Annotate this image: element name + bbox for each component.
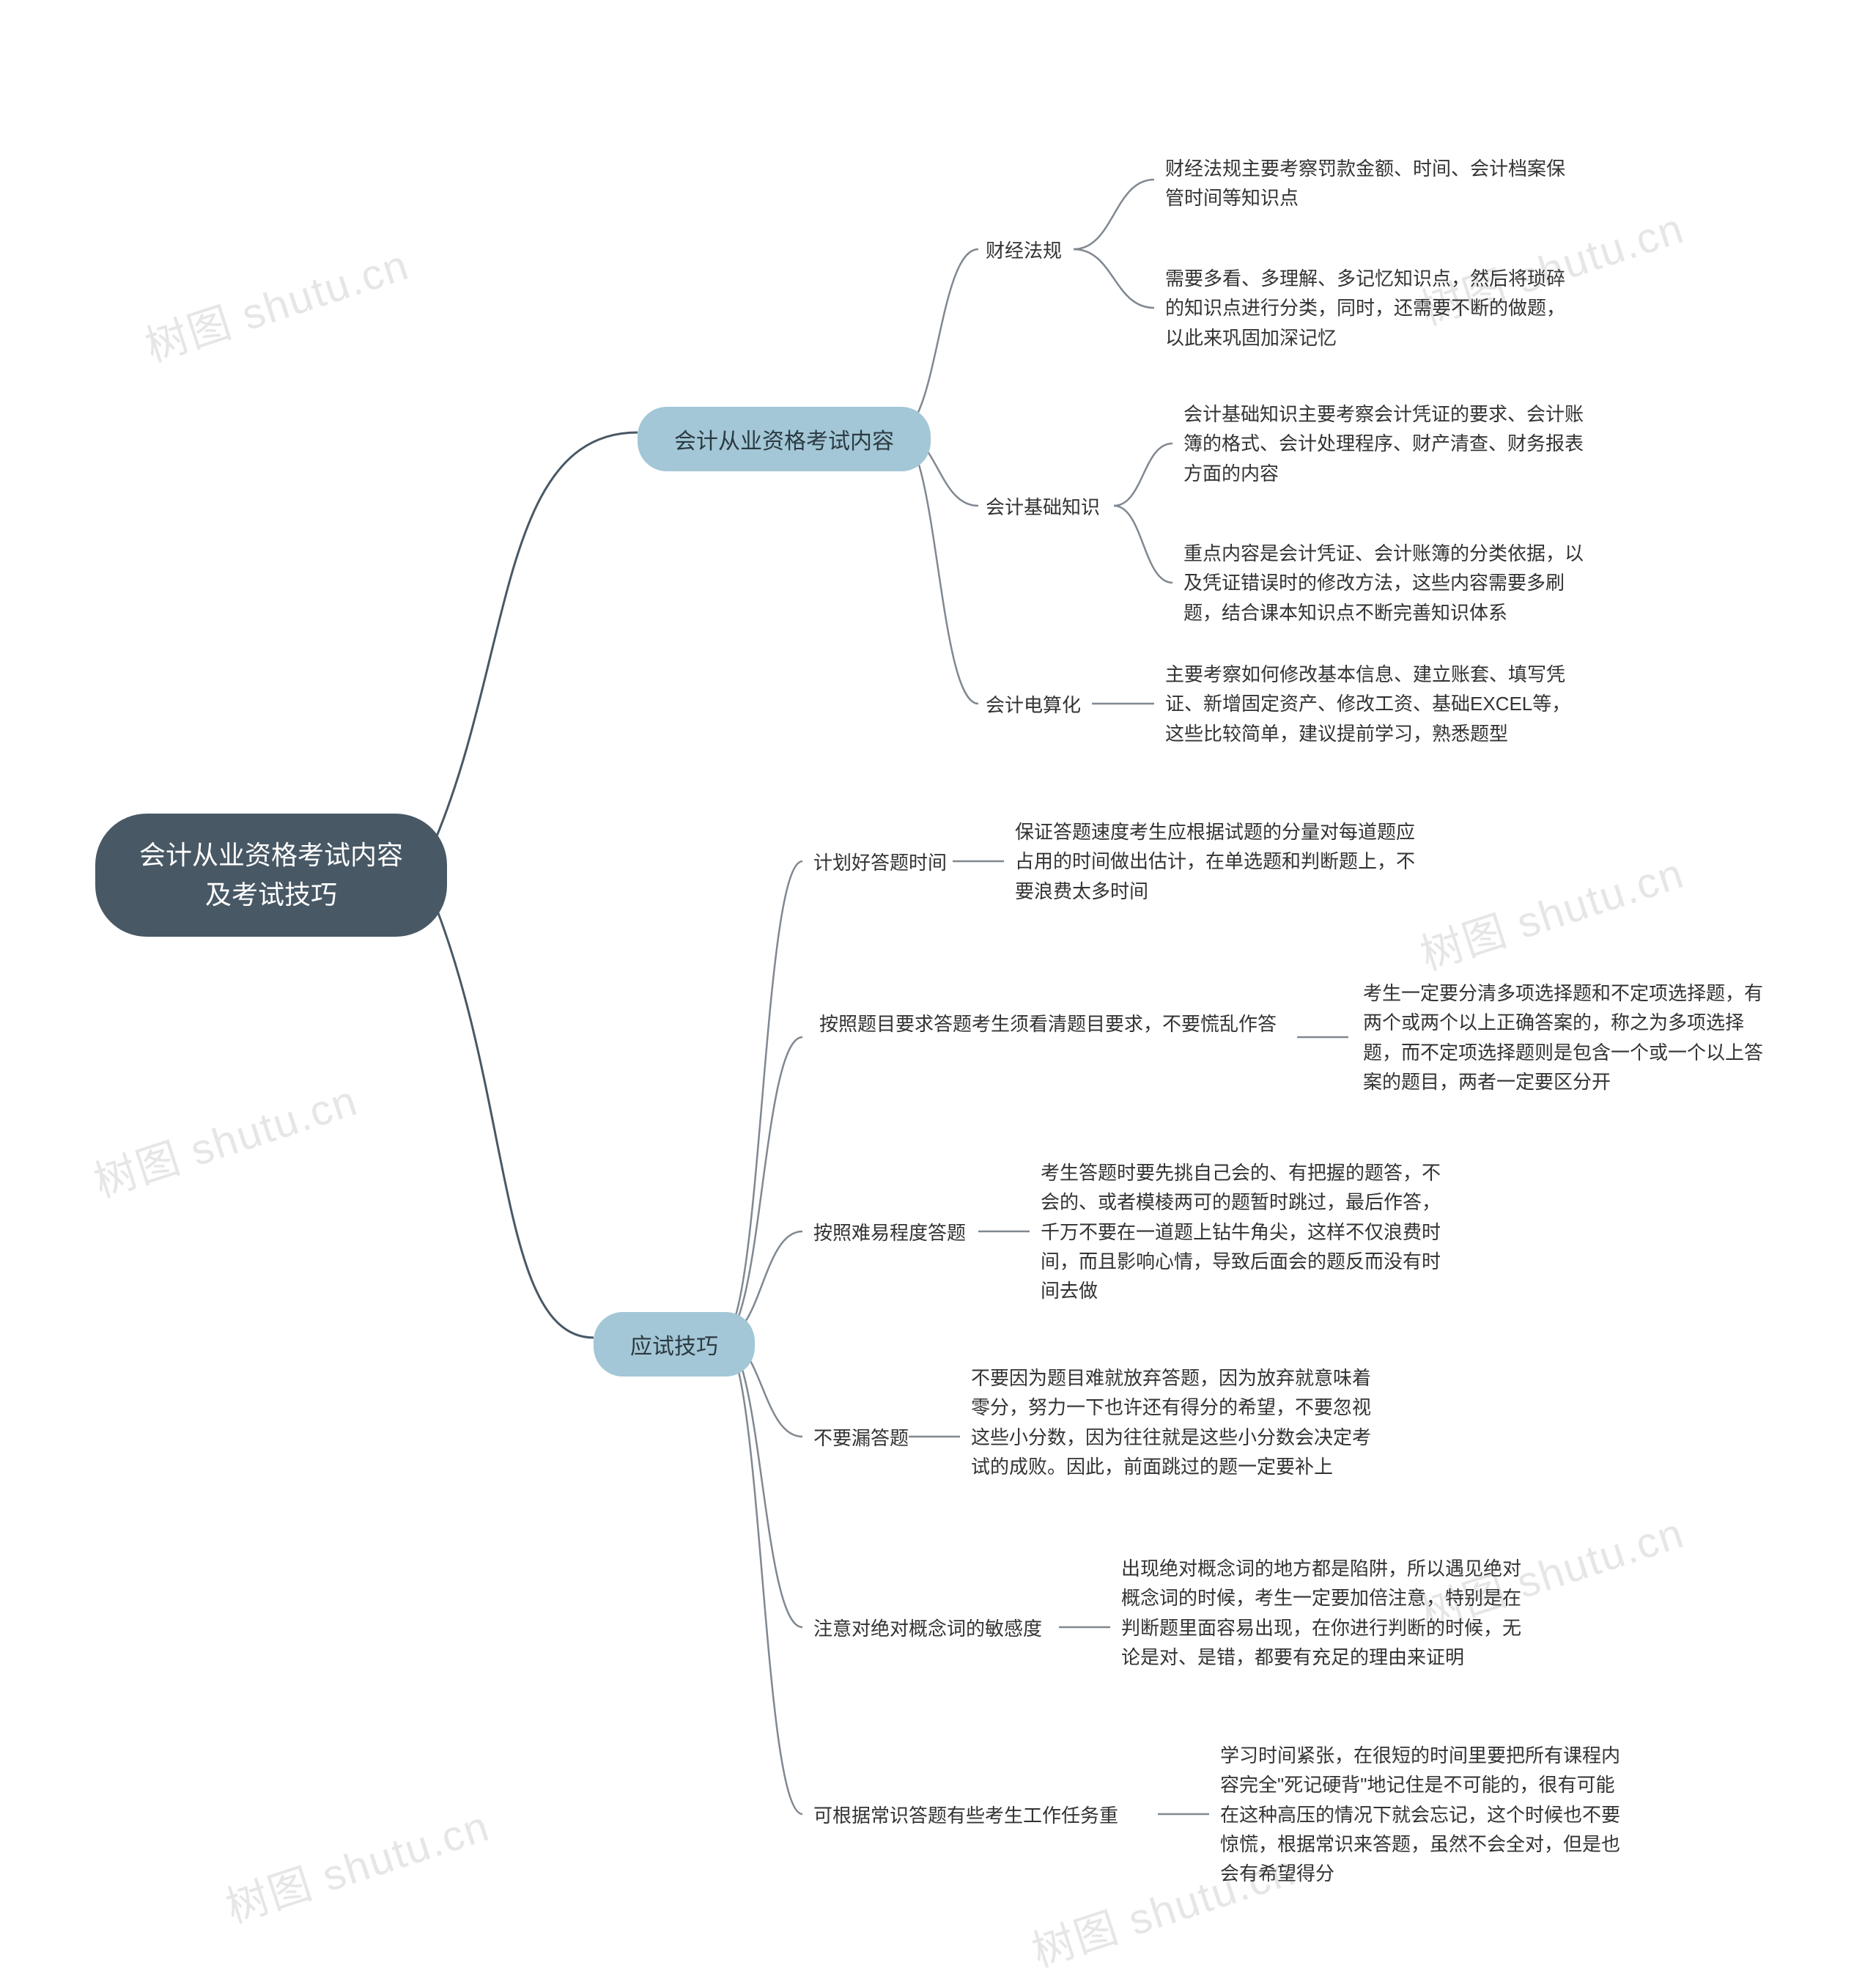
branch-node-test-skills: 应试技巧 — [594, 1312, 755, 1377]
sub-node-follow-requirements: 按照题目要求答题考生须看清题目要求，不要慌乱作答 — [813, 1009, 1282, 1036]
sub-node-computerization: 会计电算化 — [986, 690, 1081, 718]
sub-label: 可根据常识答题有些考生工作任务重 — [813, 1801, 1118, 1828]
leaf-node: 主要考察如何修改基本信息、建立账套、填写凭证、新增固定资产、修改工资、基础EXC… — [1165, 660, 1576, 748]
sub-node-plan-time: 计划好答题时间 — [813, 848, 947, 875]
sub-node-accounting-basics: 会计基础知识 — [986, 493, 1100, 520]
watermark: 树图 shutu.cn — [1411, 839, 1691, 981]
branch-label: 会计从业资格考试内容 — [674, 423, 894, 455]
sub-node-difficulty-order: 按照难易程度答题 — [813, 1218, 966, 1245]
leaf-text: 保证答题速度考生应根据试题的分量对每道题应占用的时间做出估计，在单选题和判断题上… — [1015, 817, 1425, 906]
leaf-node: 财经法规主要考察罚款金额、时间、会计档案保管时间等知识点 — [1165, 154, 1576, 213]
sub-label: 财经法规 — [986, 236, 1062, 263]
leaf-node: 学习时间紧张，在很短的时间里要把所有课程内容完全"死记硬背"地记住是不可能的，很… — [1220, 1741, 1631, 1888]
leaf-node: 重点内容是会计凭证、会计账簿的分类依据，以及凭证错误时的修改方法，这些内容需要多… — [1183, 539, 1594, 627]
sub-node-no-skip: 不要漏答题 — [813, 1423, 909, 1451]
root-node: 会计从业资格考试内容及考试技巧 — [95, 814, 447, 937]
sub-label: 不要漏答题 — [813, 1423, 909, 1451]
watermark: 树图 shutu.cn — [217, 1791, 496, 1934]
leaf-text: 需要多看、多理解、多记忆知识点，然后将琐碎的知识点进行分类，同时，还需要不断的做… — [1165, 264, 1576, 353]
root-label: 会计从业资格考试内容及考试技巧 — [132, 836, 410, 915]
sub-node-common-sense: 可根据常识答题有些考生工作任务重 — [813, 1801, 1118, 1828]
connector-layer — [0, 0, 1876, 1942]
sub-label: 按照难易程度答题 — [813, 1218, 966, 1245]
leaf-text: 主要考察如何修改基本信息、建立账套、填写凭证、新增固定资产、修改工资、基础EXC… — [1165, 660, 1576, 748]
leaf-text: 出现绝对概念词的地方都是陷阱，所以遇见绝对概念词的时候，考生一定要加倍注意，特别… — [1121, 1554, 1532, 1672]
leaf-node: 考生答题时要先挑自己会的、有把握的题答，不会的、或者模棱两可的题暂时跳过，最后作… — [1041, 1158, 1451, 1305]
watermark: 树图 shutu.cn — [85, 1066, 364, 1209]
sub-node-absolute-words: 注意对绝对概念词的敏感度 — [813, 1614, 1042, 1641]
branch-node-exam-content: 会计从业资格考试内容 — [638, 407, 931, 471]
leaf-text: 不要因为题目难就放弃答题，因为放弃就意味着零分，努力一下也许还有得分的希望，不要… — [971, 1363, 1381, 1481]
watermark: 树图 shutu.cn — [136, 230, 416, 373]
leaf-text: 重点内容是会计凭证、会计账簿的分类依据，以及凭证错误时的修改方法，这些内容需要多… — [1183, 539, 1594, 627]
sub-label: 会计电算化 — [986, 690, 1081, 718]
leaf-node: 会计基础知识主要考察会计凭证的要求、会计账簿的格式、会计处理程序、财产清查、财务… — [1183, 399, 1594, 488]
leaf-text: 学习时间紧张，在很短的时间里要把所有课程内容完全"死记硬背"地记住是不可能的，很… — [1220, 1741, 1631, 1888]
sub-label: 注意对绝对概念词的敏感度 — [813, 1614, 1042, 1641]
leaf-text: 考生答题时要先挑自己会的、有把握的题答，不会的、或者模棱两可的题暂时跳过，最后作… — [1041, 1158, 1451, 1305]
leaf-text: 考生一定要分清多项选择题和不定项选择题，有两个或两个以上正确答案的，称之为多项选… — [1363, 979, 1773, 1097]
leaf-text: 财经法规主要考察罚款金额、时间、会计档案保管时间等知识点 — [1165, 154, 1576, 213]
leaf-node: 保证答题速度考生应根据试题的分量对每道题应占用的时间做出估计，在单选题和判断题上… — [1015, 817, 1425, 906]
sub-node-finance-law: 财经法规 — [986, 236, 1062, 263]
leaf-node: 出现绝对概念词的地方都是陷阱，所以遇见绝对概念词的时候，考生一定要加倍注意，特别… — [1121, 1554, 1532, 1672]
leaf-text: 会计基础知识主要考察会计凭证的要求、会计账簿的格式、会计处理程序、财产清查、财务… — [1183, 399, 1594, 488]
sub-label: 会计基础知识 — [986, 493, 1100, 520]
branch-label: 应试技巧 — [630, 1328, 718, 1360]
sub-label: 按照题目要求答题考生须看清题目要求，不要慌乱作答 — [819, 1009, 1277, 1036]
leaf-node: 不要因为题目难就放弃答题，因为放弃就意味着零分，努力一下也许还有得分的希望，不要… — [971, 1363, 1381, 1481]
sub-label: 计划好答题时间 — [813, 848, 947, 875]
leaf-node: 需要多看、多理解、多记忆知识点，然后将琐碎的知识点进行分类，同时，还需要不断的做… — [1165, 264, 1576, 353]
leaf-node: 考生一定要分清多项选择题和不定项选择题，有两个或两个以上正确答案的，称之为多项选… — [1363, 979, 1773, 1097]
